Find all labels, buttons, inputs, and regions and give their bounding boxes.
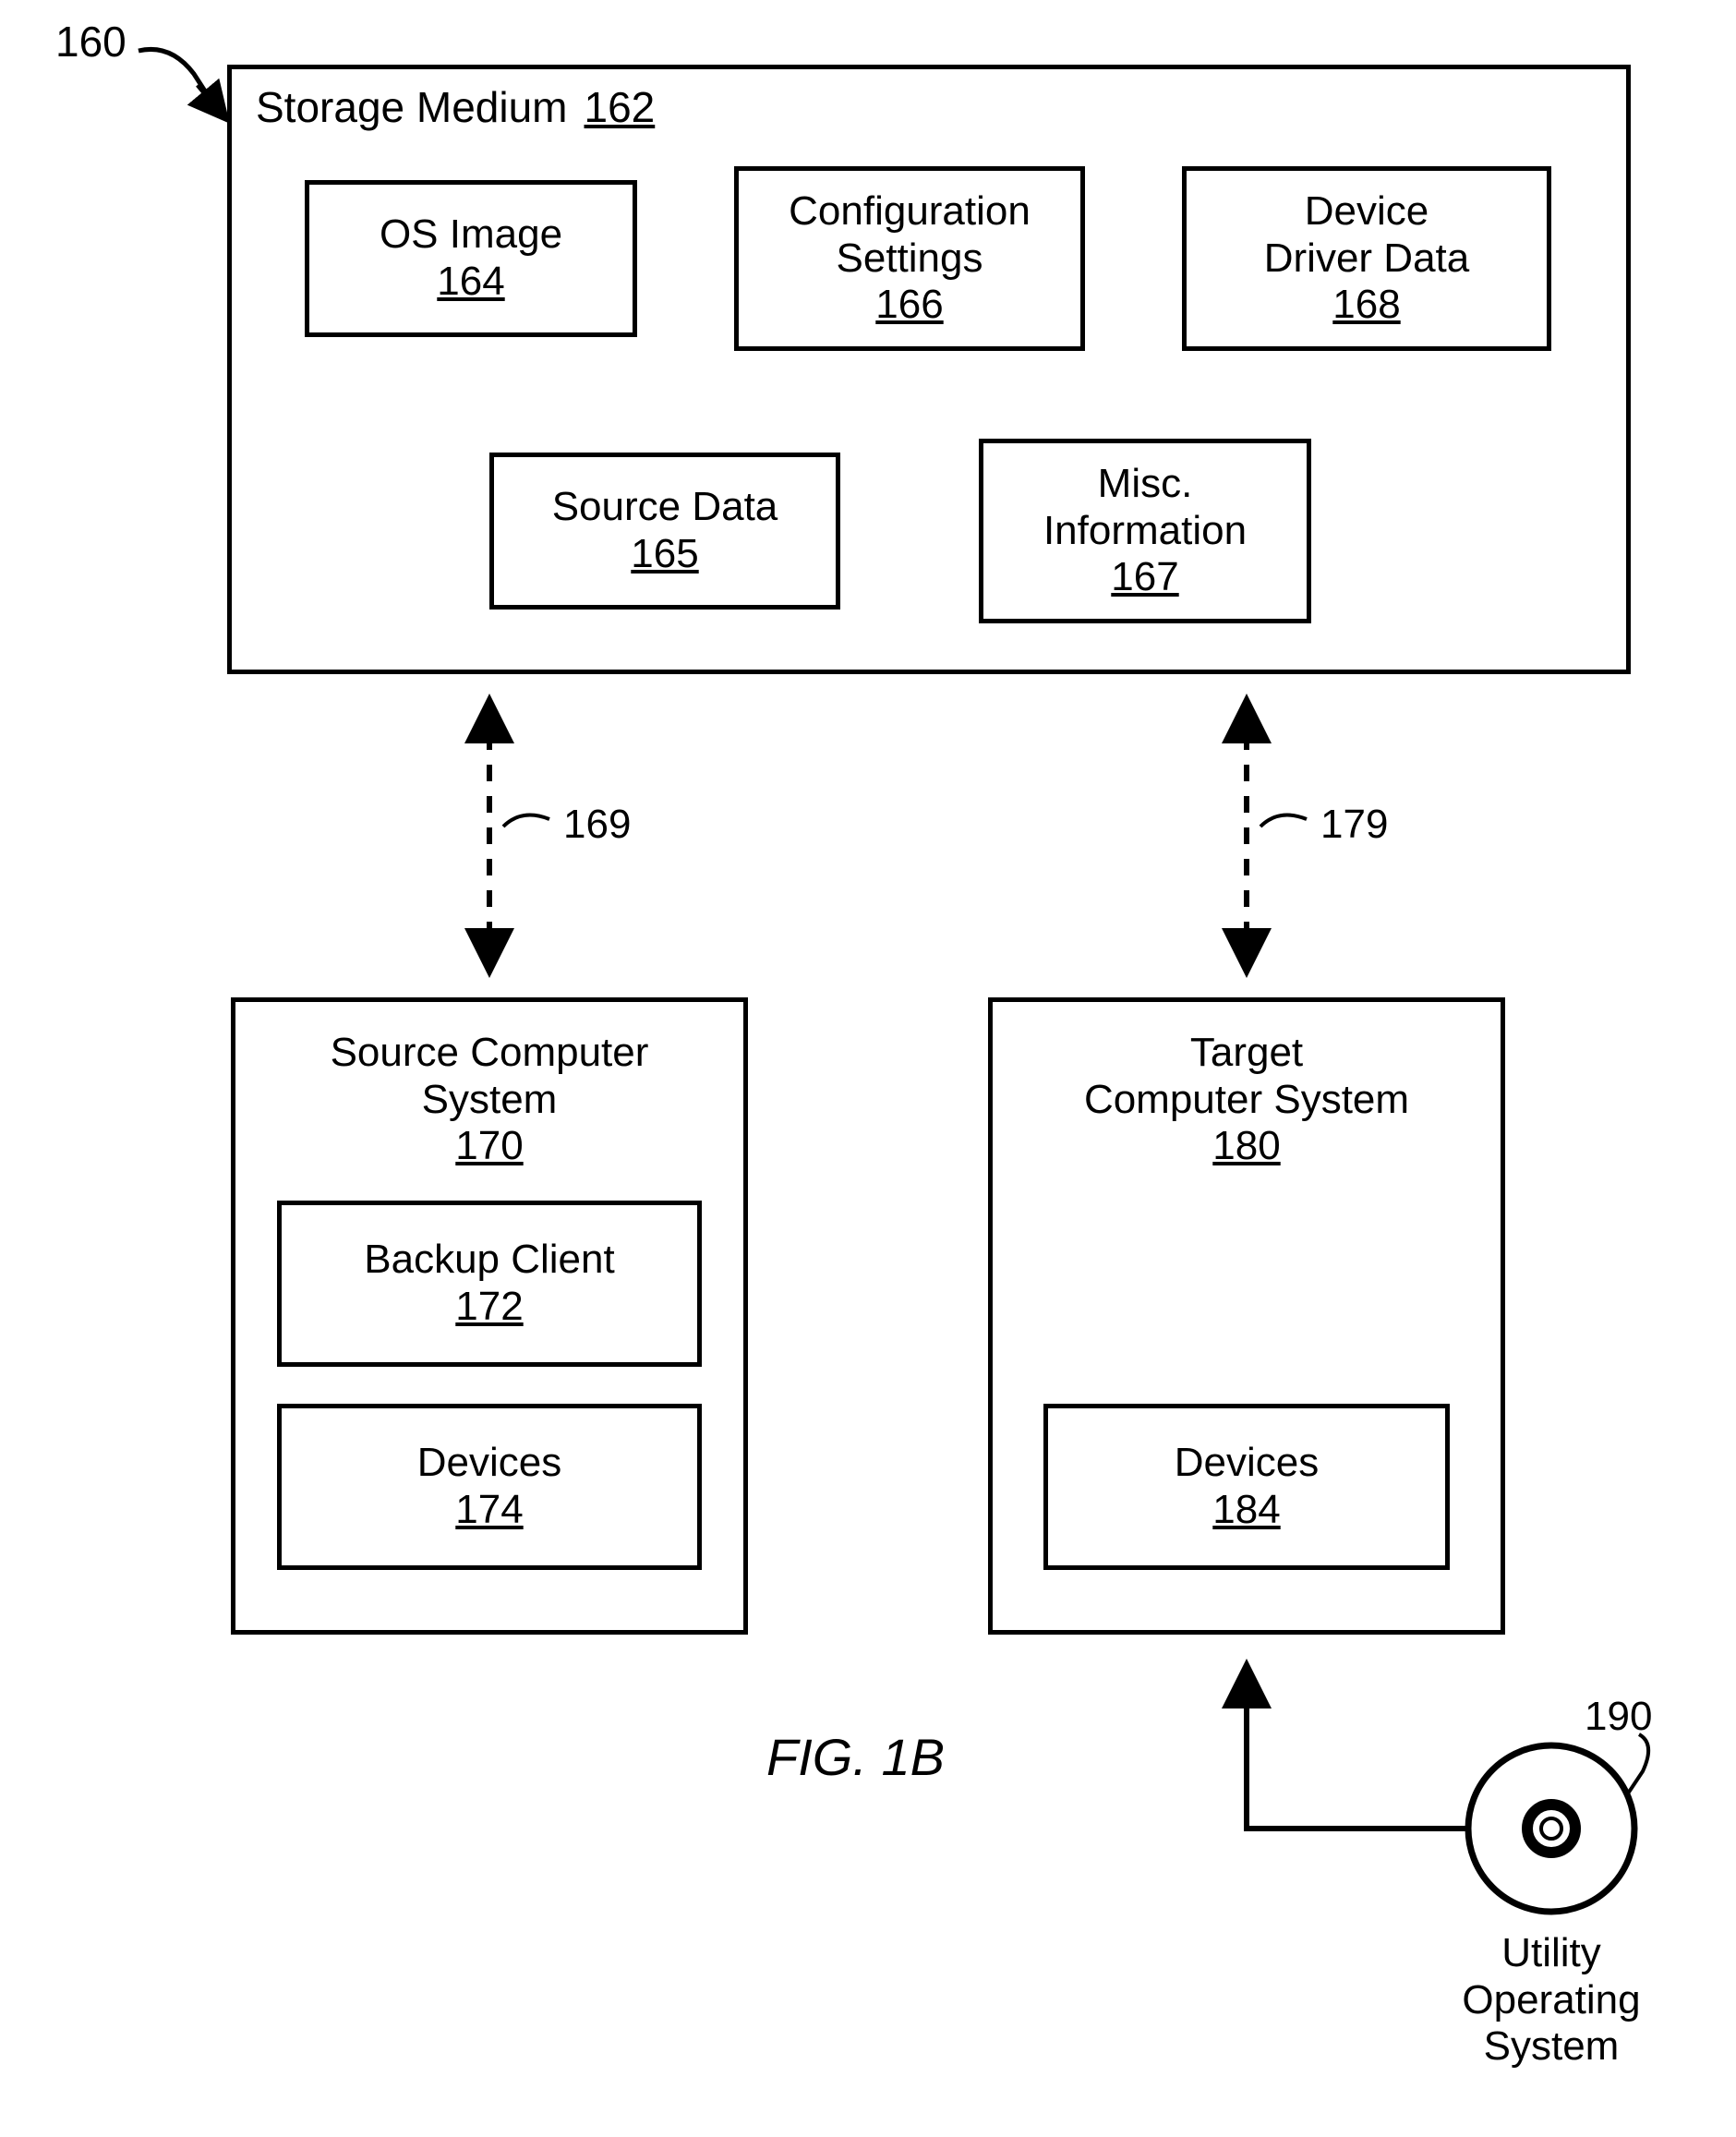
utility-os-disc-hole <box>1541 1818 1561 1839</box>
target-system-title-l1: Target <box>1190 1030 1303 1077</box>
source-system-title-l2: System <box>422 1077 558 1124</box>
storage-medium-container: Storage Medium 162 <box>227 65 1631 674</box>
utility-os-label-l3: System <box>1450 2023 1653 2071</box>
utility-os-disc-outer <box>1468 1745 1634 1912</box>
target-devices-title: Devices <box>1175 1440 1320 1487</box>
os-image-box: OS Image 164 <box>305 180 637 337</box>
target-system-title-l2: Computer System <box>1084 1077 1409 1124</box>
source-data-title: Source Data <box>552 484 778 531</box>
device-driver-title-l1: Device <box>1305 188 1429 235</box>
figure-caption: FIG. 1B <box>766 1727 945 1787</box>
target-system-ref: 180 <box>1212 1123 1280 1170</box>
source-data-box: Source Data 165 <box>489 453 840 610</box>
utility-os-ref: 190 <box>1585 1694 1652 1740</box>
target-devices-ref: 184 <box>1212 1487 1280 1534</box>
misc-info-title-l2: Information <box>1043 508 1247 555</box>
storage-medium-title-text: Storage Medium <box>256 82 568 132</box>
utility-os-label-l1: Utility <box>1450 1930 1653 1977</box>
ref-160-hook <box>139 49 211 100</box>
device-driver-title-l2: Driver Data <box>1264 235 1470 283</box>
figure-ref-160: 160 <box>55 17 127 66</box>
misc-info-box: Misc. Information 167 <box>979 439 1311 623</box>
link-ref-169: 169 <box>563 802 631 848</box>
storage-medium-title: Storage Medium 162 <box>256 82 655 132</box>
utility-os-disc-inner-ring <box>1527 1805 1575 1853</box>
utility-os-label-l2: Operating <box>1450 1977 1653 2024</box>
os-image-ref: 164 <box>437 259 504 306</box>
config-settings-title-l1: Configuration <box>789 188 1031 235</box>
config-settings-ref: 166 <box>875 282 943 329</box>
ref-179-hook <box>1260 815 1307 827</box>
diagram-canvas: 160 Storage Medium 162 OS Image 164 Conf… <box>0 0 1736 2137</box>
config-settings-box: Configuration Settings 166 <box>734 166 1085 351</box>
ref-190-hook <box>1624 1734 1648 1799</box>
device-driver-box: Device Driver Data 168 <box>1182 166 1551 351</box>
source-devices-box: Devices 174 <box>277 1404 702 1570</box>
device-driver-ref: 168 <box>1332 282 1400 329</box>
source-system-ref: 170 <box>455 1123 523 1170</box>
ref-169-hook <box>503 815 549 827</box>
backup-client-box: Backup Client 172 <box>277 1201 702 1367</box>
source-devices-ref: 174 <box>455 1487 523 1534</box>
os-image-title: OS Image <box>380 211 562 259</box>
backup-client-ref: 172 <box>455 1284 523 1331</box>
misc-info-ref: 167 <box>1111 554 1178 601</box>
storage-medium-ref: 162 <box>585 82 656 132</box>
backup-client-title: Backup Client <box>364 1237 614 1284</box>
utility-os-label: Utility Operating System <box>1450 1930 1653 2071</box>
link-ref-179: 179 <box>1320 802 1388 848</box>
config-settings-title-l2: Settings <box>837 235 983 283</box>
source-data-ref: 165 <box>631 531 698 578</box>
source-system-title-l1: Source Computer <box>331 1030 649 1077</box>
target-devices-box: Devices 184 <box>1043 1404 1450 1570</box>
source-devices-title: Devices <box>417 1440 562 1487</box>
utility-os-arrow <box>1247 1667 1466 1829</box>
misc-info-title-l1: Misc. <box>1098 461 1193 508</box>
